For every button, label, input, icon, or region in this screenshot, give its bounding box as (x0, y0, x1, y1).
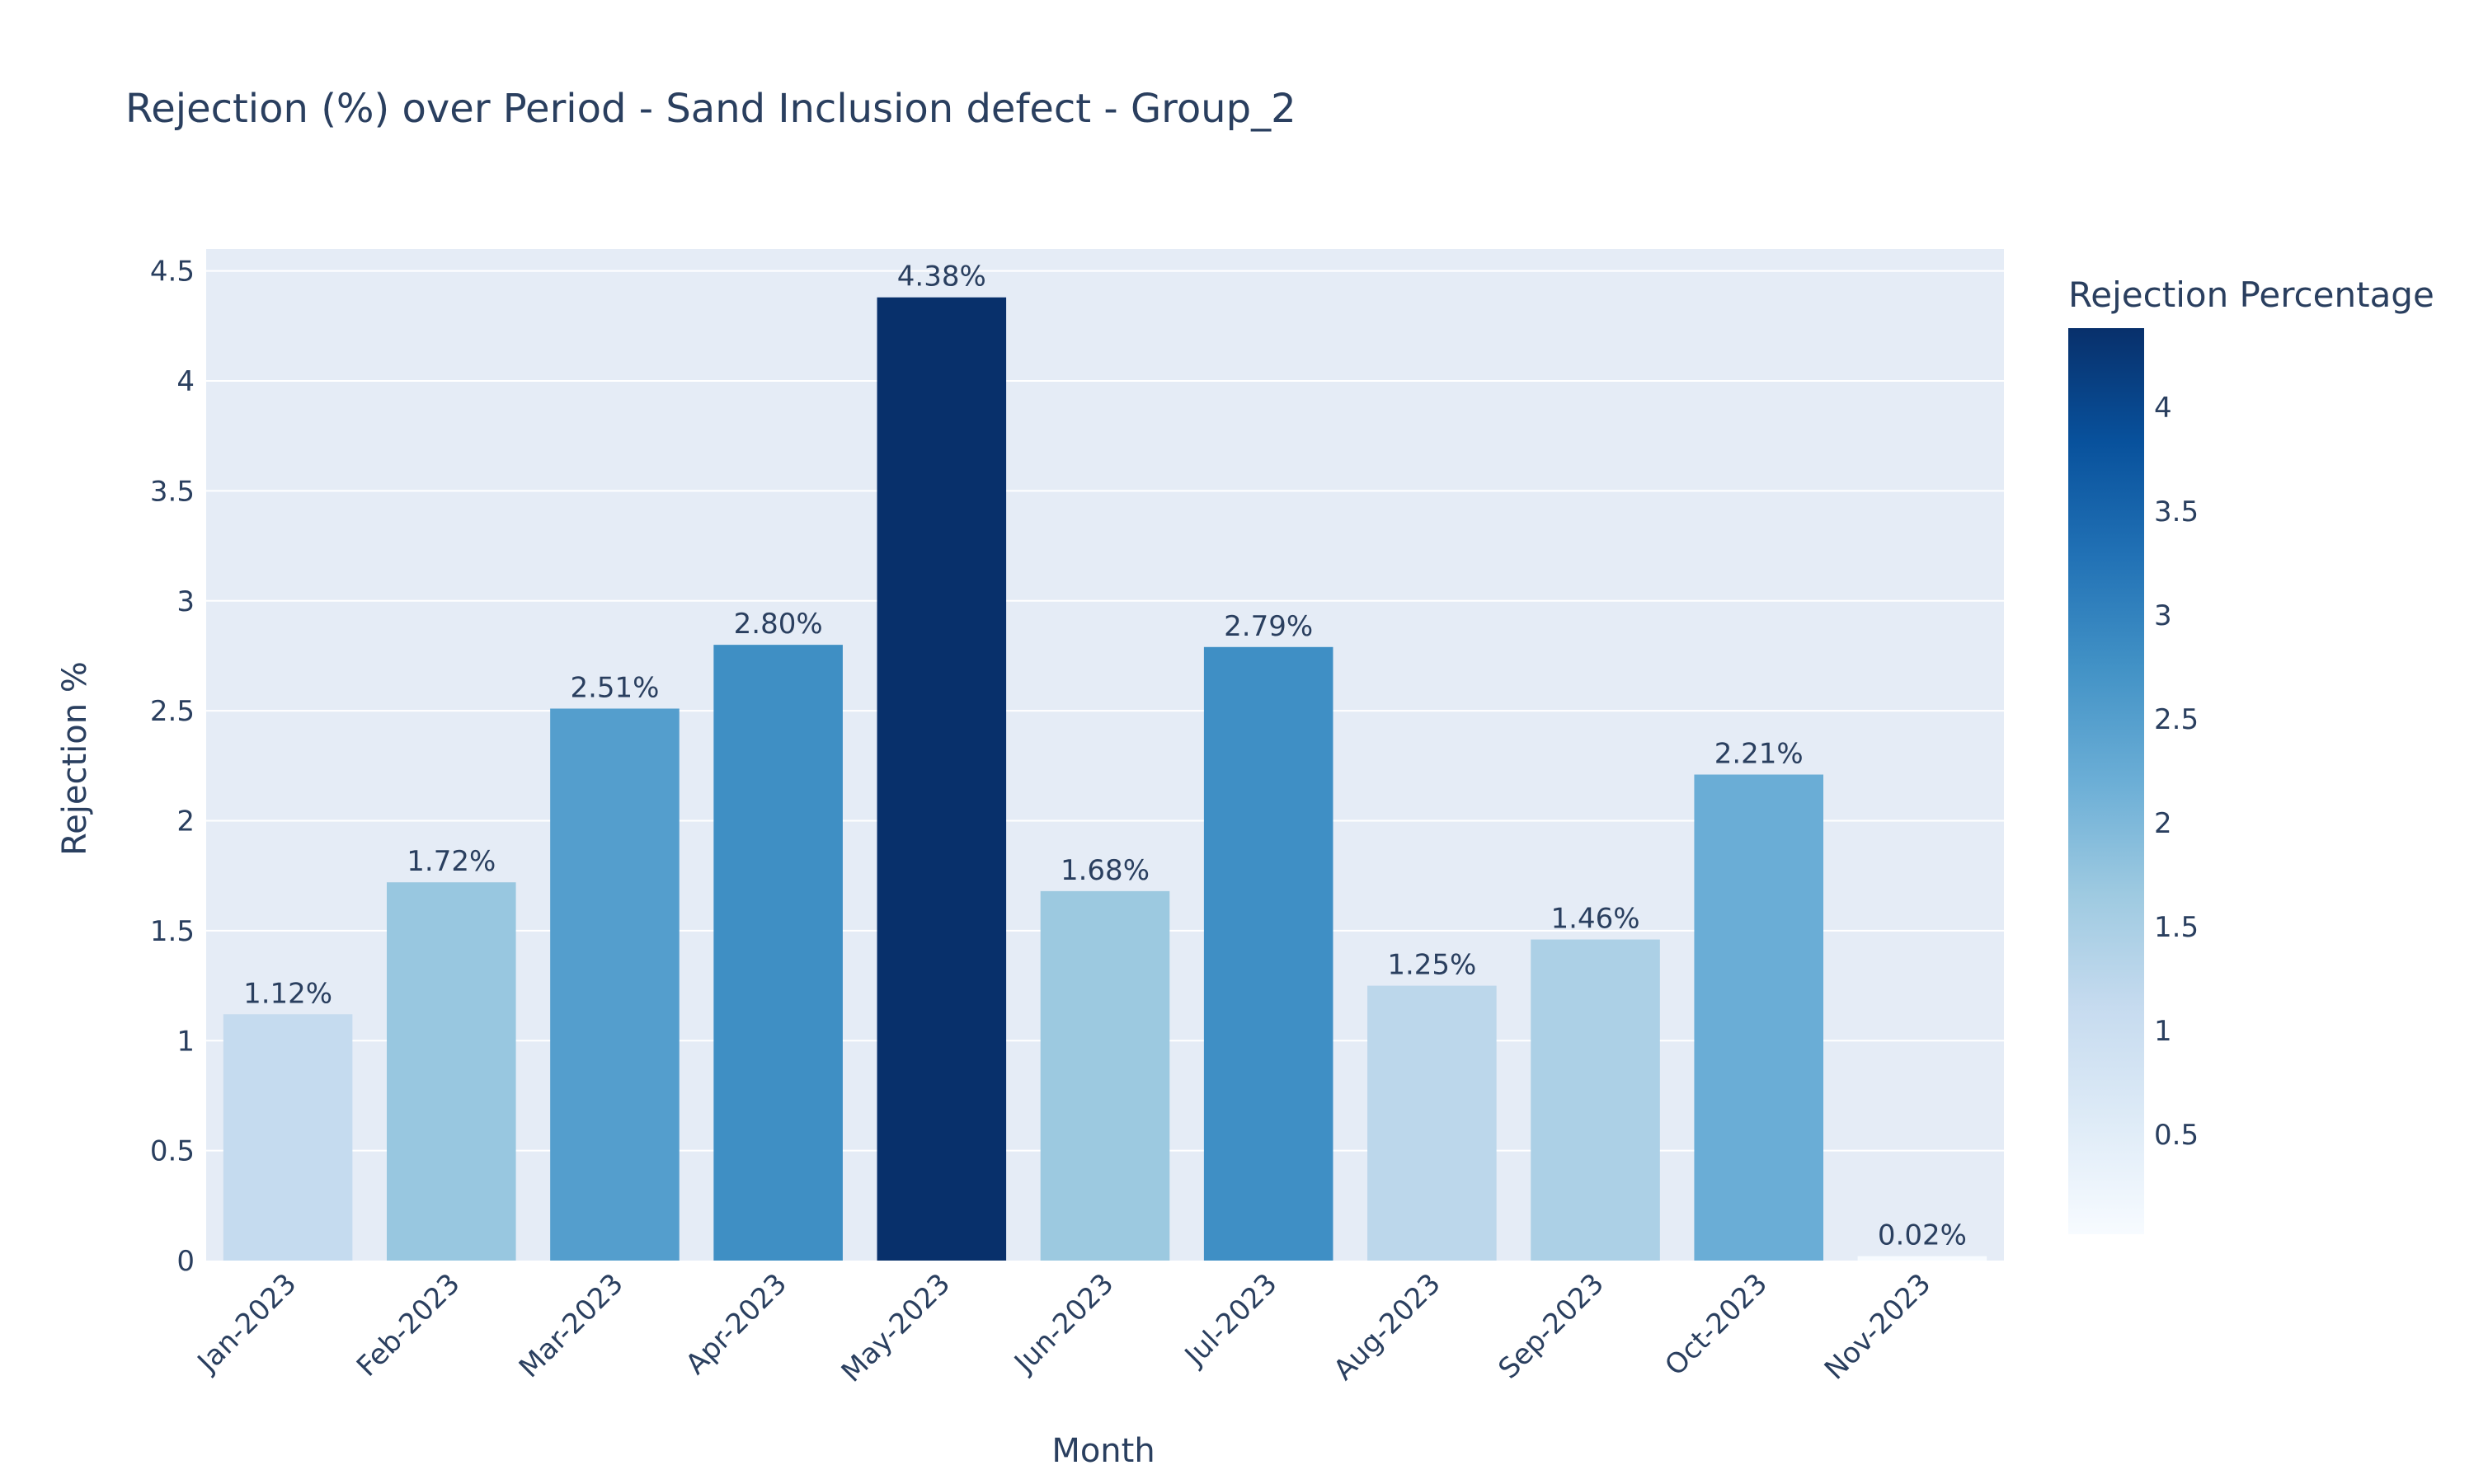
y-tick-label: 4 (176, 365, 195, 398)
y-tick-label: 1 (176, 1025, 195, 1058)
bar-value-label: 2.51% (570, 671, 659, 704)
bar-value-label: 1.25% (1387, 949, 1476, 982)
y-tick-label: 4.5 (150, 256, 195, 289)
x-tick-label: Apr-2023 (680, 1267, 793, 1381)
x-axis-title: Month (1051, 1432, 1155, 1470)
bar-value-label: 2.79% (1224, 610, 1313, 643)
colorbar-ticks: 0.5 1 1.5 2 2.5 3 3.5 4 (2154, 392, 2199, 1152)
colorbar-tick-label: 0.5 (2154, 1119, 2199, 1152)
bar-value-label: 2.80% (734, 608, 823, 641)
bar (713, 645, 843, 1261)
bar (1531, 939, 1660, 1261)
bar-value-label: 4.38% (897, 261, 986, 294)
x-tick-label: Oct-2023 (1658, 1267, 1774, 1383)
bar (877, 297, 1007, 1261)
colorbar-title: Rejection Percentage (2068, 275, 2434, 315)
x-axis-ticks: Jan-2023 Feb-2023 Mar-2023 Apr-2023 May-2023… (190, 1267, 1937, 1388)
x-tick-label: Aug-2023 (1328, 1267, 1447, 1387)
bar (223, 1014, 353, 1261)
bar-labels: 1.12% 1.72% 2.51% 2.80% 4.38% 1.68% 2.79% 1.25%… (243, 261, 1967, 1252)
y-axis-ticks: 0 0.5 1 1.5 2 2.5 3 3.5 4 4.5 (150, 256, 195, 1278)
x-tick-label: Sep-2023 (1492, 1267, 1610, 1385)
bar-value-label: 1.68% (1061, 854, 1150, 887)
colorbar-tick-label: 2 (2154, 807, 2172, 840)
colorbar (2068, 328, 2144, 1234)
bars (223, 297, 1987, 1261)
bar-value-label: 2.21% (1714, 738, 1804, 771)
y-tick-label: 0 (176, 1245, 195, 1278)
x-tick-label: Nov-2023 (1818, 1267, 1937, 1386)
y-tick-label: 2 (176, 805, 195, 838)
colorbar-tick-label: 1 (2154, 1015, 2172, 1048)
bar (1694, 774, 1824, 1261)
bar-value-label: 0.02% (1878, 1219, 1967, 1252)
y-tick-label: 1.5 (150, 915, 195, 948)
bar (550, 708, 680, 1261)
bar-value-label: 1.72% (407, 845, 496, 878)
colorbar-tick-label: 3.5 (2154, 495, 2199, 528)
bar (386, 882, 516, 1261)
y-tick-label: 3 (176, 585, 195, 618)
x-tick-label: Feb-2023 (350, 1267, 467, 1383)
x-tick-label: Jan-2023 (190, 1267, 303, 1380)
bar (1203, 646, 1333, 1261)
y-tick-label: 3.5 (150, 475, 195, 508)
y-tick-label: 0.5 (150, 1135, 195, 1168)
chart-title: Rejection (%) over Period - Sand Inclusi… (125, 86, 1296, 132)
x-tick-label: May-2023 (835, 1267, 957, 1388)
bar (1367, 985, 1497, 1261)
bar-value-label: 1.46% (1551, 903, 1640, 936)
bar (1040, 890, 1170, 1261)
bar-value-label: 1.12% (243, 977, 332, 1010)
x-tick-label: Jun-2023 (1007, 1267, 1120, 1380)
bar (1857, 1256, 1987, 1261)
colorbar-tick-label: 2.5 (2154, 703, 2199, 736)
colorbar-tick-label: 3 (2154, 599, 2172, 632)
x-tick-label: Mar-2023 (513, 1267, 630, 1384)
y-tick-label: 2.5 (150, 695, 195, 728)
colorbar-tick-label: 1.5 (2154, 911, 2199, 944)
colorbar-tick-label: 4 (2154, 392, 2172, 425)
x-tick-label: Jul-2023 (1178, 1267, 1284, 1374)
y-axis-title: Rejection % (56, 661, 94, 856)
